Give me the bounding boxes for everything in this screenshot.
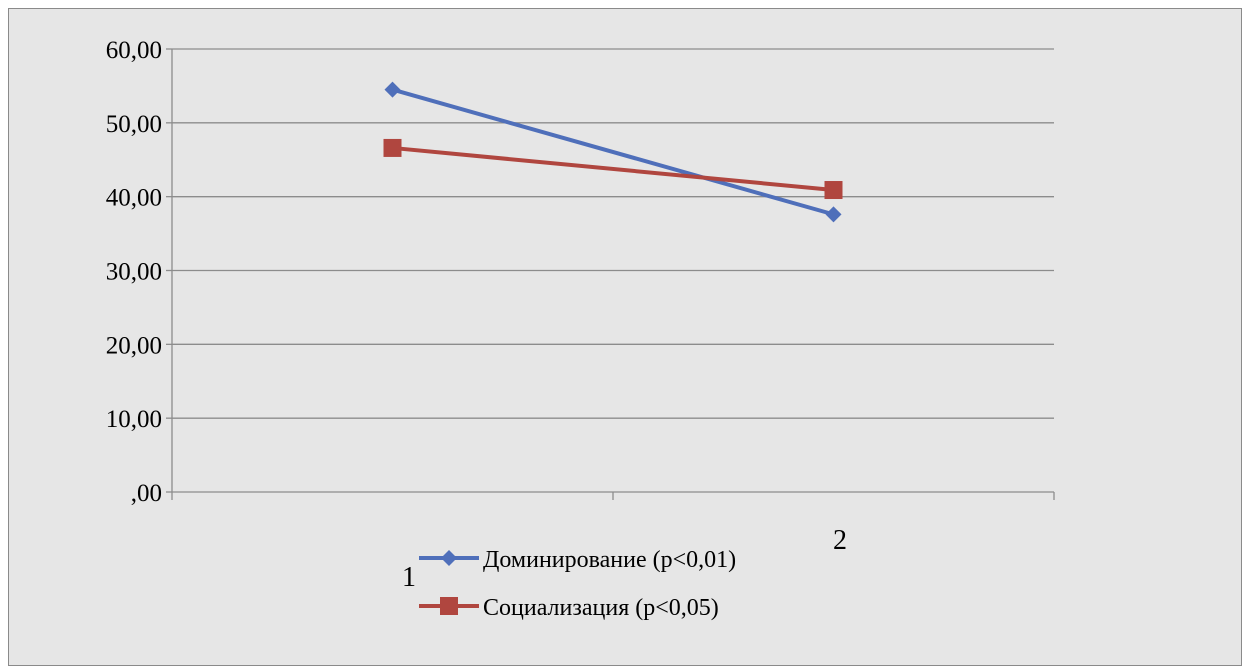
- y-tick-label: 60,00: [106, 37, 162, 64]
- series-lines: [383, 81, 843, 223]
- y-tick-label: 50,00: [106, 111, 162, 138]
- data-point: [383, 138, 402, 157]
- legend-marker: [440, 597, 458, 615]
- legend-entry: Доминирование (p<0,01): [419, 547, 736, 573]
- x-axis-category-labels: 12: [402, 525, 847, 593]
- series-line: [391, 87, 835, 217]
- legend-label: Доминирование (p<0,01): [483, 547, 736, 573]
- axes: [166, 48, 1055, 500]
- y-tick-label: ,00: [131, 480, 162, 507]
- data-point: [825, 206, 842, 223]
- legend-label: Социализация (p<0,05): [483, 595, 719, 621]
- legend: Доминирование (p<0,01) Социализация (p<0,…: [419, 547, 736, 621]
- y-axis-tick-labels: ,00 10,00 20,00 30,00 40,00 50,00 60,00: [106, 37, 162, 507]
- legend-marker: [441, 550, 457, 566]
- data-point: [384, 81, 401, 98]
- series-line: [392, 145, 834, 193]
- y-tick-label: 20,00: [106, 332, 162, 359]
- data-point: [824, 181, 843, 200]
- x-category-label: 1: [402, 562, 416, 593]
- x-category-label: 2: [833, 525, 847, 556]
- gridlines: [172, 48, 1054, 419]
- y-tick-label: 10,00: [106, 406, 162, 433]
- legend-entry: Социализация (p<0,05): [419, 595, 719, 621]
- y-tick-label: 30,00: [106, 259, 162, 286]
- y-tick-label: 40,00: [106, 185, 162, 212]
